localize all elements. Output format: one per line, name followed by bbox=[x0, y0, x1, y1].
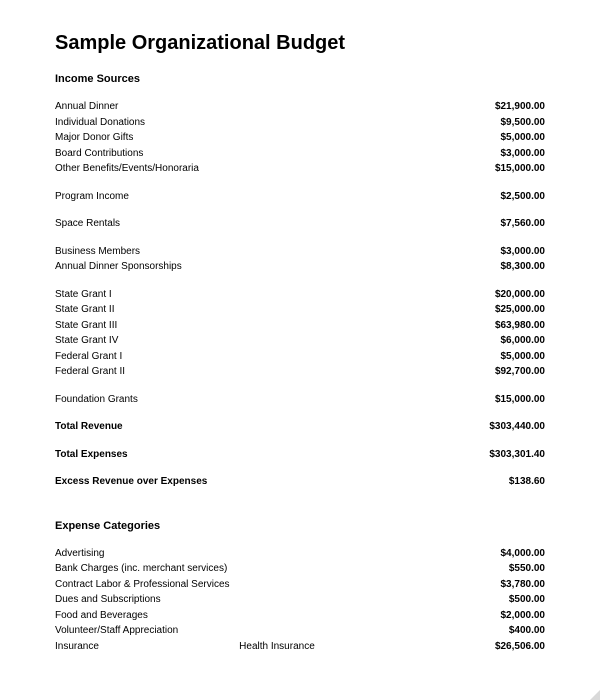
income-row-label: Other Benefits/Events/Honoraria bbox=[55, 161, 199, 177]
income-row-label: Space Rentals bbox=[55, 216, 120, 232]
income-row: State Grant II $25,000.00 bbox=[55, 302, 545, 318]
expense-row-amount: $500.00 bbox=[455, 592, 545, 608]
expense-row-label: Food and Beverages bbox=[55, 608, 148, 624]
income-row: Program Income $2,500.00 bbox=[55, 189, 545, 205]
income-row: State Grant I $20,000.00 bbox=[55, 287, 545, 303]
expense-row: Dues and Subscriptions $500.00 bbox=[55, 592, 545, 608]
income-row: Federal Grant II $92,700.00 bbox=[55, 364, 545, 380]
total-row: Total Expenses $303,301.40 bbox=[55, 447, 545, 463]
expense-row-label: Advertising bbox=[55, 546, 104, 562]
income-row: Federal Grant I $5,000.00 bbox=[55, 349, 545, 365]
total-row-amount: $138.60 bbox=[455, 474, 545, 490]
income-row-label: State Grant II bbox=[55, 302, 114, 318]
income-row: Space Rentals $7,560.00 bbox=[55, 216, 545, 232]
income-row-amount: $3,000.00 bbox=[455, 146, 545, 162]
income-row: Individual Donations $9,500.00 bbox=[55, 115, 545, 131]
total-row: Excess Revenue over Expenses $138.60 bbox=[55, 474, 545, 490]
income-row-amount: $63,980.00 bbox=[455, 318, 545, 334]
income-row-amount: $5,000.00 bbox=[455, 130, 545, 146]
expense-row-amount: $2,000.00 bbox=[455, 608, 545, 624]
income-row: Annual Dinner $21,900.00 bbox=[55, 99, 545, 115]
expense-row-amount: $3,780.00 bbox=[455, 577, 545, 593]
expense-row-amount: $4,000.00 bbox=[455, 546, 545, 562]
total-row-amount: $303,440.00 bbox=[455, 419, 545, 435]
income-row-label: Foundation Grants bbox=[55, 392, 138, 408]
expense-row: Bank Charges (inc. merchant services) $55… bbox=[55, 561, 545, 577]
expense-row: Volunteer/Staff Appreciation $400.00 bbox=[55, 623, 545, 639]
total-row-label: Excess Revenue over Expenses bbox=[55, 474, 207, 490]
income-row-label: Federal Grant II bbox=[55, 364, 125, 380]
income-row-amount: $21,900.00 bbox=[455, 99, 545, 115]
income-row-label: Federal Grant I bbox=[55, 349, 122, 365]
expense-row-amount: $400.00 bbox=[455, 623, 545, 639]
expense-row-sublabel bbox=[148, 608, 455, 624]
income-row-label: Annual Dinner bbox=[55, 99, 118, 115]
expense-row-label: Volunteer/Staff Appreciation bbox=[55, 623, 178, 639]
income-row-amount: $25,000.00 bbox=[455, 302, 545, 318]
income-row: Annual Dinner Sponsorships $8,300.00 bbox=[55, 259, 545, 275]
expense-row-sublabel bbox=[178, 623, 455, 639]
income-row-amount: $9,500.00 bbox=[455, 115, 545, 131]
expense-row-sublabel bbox=[230, 577, 455, 593]
income-row-amount: $3,000.00 bbox=[455, 244, 545, 260]
expense-row: Contract Labor & Professional Services $3… bbox=[55, 577, 545, 593]
income-row-label: Major Donor Gifts bbox=[55, 130, 133, 146]
expense-row-label: Dues and Subscriptions bbox=[55, 592, 161, 608]
expense-row-sublabel bbox=[227, 561, 455, 577]
expense-row-label: Contract Labor & Professional Services bbox=[55, 577, 230, 593]
income-row-amount: $6,000.00 bbox=[455, 333, 545, 349]
total-row-label: Total Revenue bbox=[55, 419, 123, 435]
income-row: Foundation Grants $15,000.00 bbox=[55, 392, 545, 408]
income-sources-heading: Income Sources bbox=[55, 73, 545, 85]
total-row-amount: $303,301.40 bbox=[455, 447, 545, 463]
total-row: Total Revenue $303,440.00 bbox=[55, 419, 545, 435]
income-row-label: State Grant IV bbox=[55, 333, 118, 349]
expense-row-label: Bank Charges (inc. merchant services) bbox=[55, 561, 227, 577]
income-row-amount: $7,560.00 bbox=[455, 216, 545, 232]
income-row-amount: $2,500.00 bbox=[455, 189, 545, 205]
expense-row-label: Insurance bbox=[55, 639, 99, 655]
income-row: State Grant III $63,980.00 bbox=[55, 318, 545, 334]
page-title: Sample Organizational Budget bbox=[55, 32, 545, 55]
income-row-label: Program Income bbox=[55, 189, 129, 205]
income-row: Other Benefits/Events/Honoraria $15,000.0… bbox=[55, 161, 545, 177]
income-row-amount: $92,700.00 bbox=[455, 364, 545, 380]
expense-row-sublabel bbox=[104, 546, 455, 562]
expense-row-amount: $26,506.00 bbox=[455, 639, 545, 655]
expense-row: Advertising $4,000.00 bbox=[55, 546, 545, 562]
income-row: State Grant IV $6,000.00 bbox=[55, 333, 545, 349]
income-row: Major Donor Gifts $5,000.00 bbox=[55, 130, 545, 146]
totals-section: Total Revenue $303,440.00 Total Expenses $3… bbox=[55, 419, 545, 502]
income-row-label: Individual Donations bbox=[55, 115, 145, 131]
income-row: Board Contributions $3,000.00 bbox=[55, 146, 545, 162]
income-row-label: State Grant I bbox=[55, 287, 112, 303]
income-row-label: Business Members bbox=[55, 244, 140, 260]
expense-row-sublabel bbox=[161, 592, 455, 608]
income-row-amount: $20,000.00 bbox=[455, 287, 545, 303]
expense-row: Food and Beverages $2,000.00 bbox=[55, 608, 545, 624]
income-row-label: Board Contributions bbox=[55, 146, 143, 162]
expense-categories-heading: Expense Categories bbox=[55, 520, 545, 532]
expense-row: InsuranceHealth Insurance$26,506.00 bbox=[55, 639, 545, 655]
expense-row-amount: $550.00 bbox=[455, 561, 545, 577]
expense-categories-list: Advertising$4,000.00Bank Charges (inc. m… bbox=[55, 546, 545, 655]
expense-row-sublabel: Health Insurance bbox=[99, 639, 455, 655]
income-row-amount: $15,000.00 bbox=[455, 161, 545, 177]
page-curl-decoration bbox=[590, 690, 600, 700]
income-row: Business Members $3,000.00 bbox=[55, 244, 545, 260]
income-row-amount: $15,000.00 bbox=[455, 392, 545, 408]
income-row-label: State Grant III bbox=[55, 318, 117, 334]
total-row-label: Total Expenses bbox=[55, 447, 128, 463]
income-row-label: Annual Dinner Sponsorships bbox=[55, 259, 182, 275]
income-row-amount: $5,000.00 bbox=[455, 349, 545, 365]
income-row-amount: $8,300.00 bbox=[455, 259, 545, 275]
income-sources-list: Annual Dinner$21,900.00Individual Donati… bbox=[55, 99, 545, 419]
